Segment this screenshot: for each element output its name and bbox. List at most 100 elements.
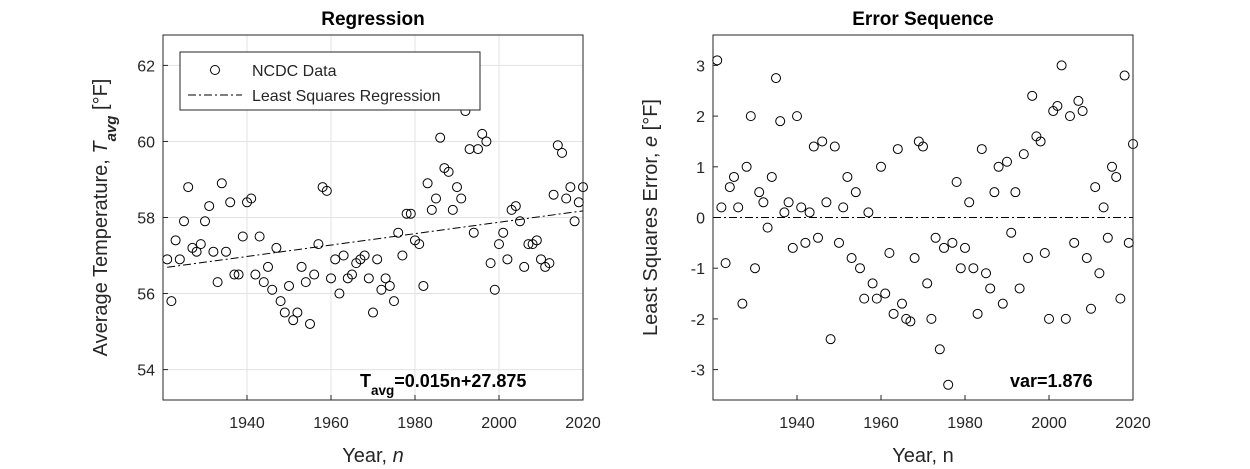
data-point <box>519 261 530 272</box>
data-point <box>1086 303 1096 314</box>
data-point <box>737 298 748 309</box>
data-point <box>284 280 294 291</box>
y-tick-label: 60 <box>137 134 155 151</box>
data-point <box>863 207 874 218</box>
data-point <box>477 128 488 139</box>
data-point <box>922 278 933 289</box>
data-point <box>376 284 387 295</box>
data-point <box>1060 313 1071 324</box>
data-point <box>981 268 991 279</box>
data-point <box>1010 187 1021 198</box>
data-point <box>804 207 815 218</box>
data-point <box>569 216 580 227</box>
y-tick-label: 3 <box>696 58 705 75</box>
data-point <box>292 307 303 318</box>
data-point <box>997 298 1008 309</box>
data-point <box>258 277 269 288</box>
data-point <box>200 216 210 227</box>
y-tick-label: 56 <box>137 287 155 304</box>
data-point <box>934 344 945 355</box>
data-point <box>1065 111 1075 122</box>
regression-line <box>167 210 584 268</box>
data-point <box>250 269 261 280</box>
data-point <box>279 307 290 318</box>
data-point <box>204 201 215 212</box>
data-point <box>1094 268 1105 279</box>
data-point <box>536 254 546 265</box>
data-point <box>720 258 731 269</box>
data-point <box>1014 283 1025 294</box>
data-point <box>1115 293 1126 304</box>
data-point <box>838 202 849 213</box>
data-point <box>1052 100 1063 111</box>
data-point <box>750 263 760 274</box>
data-point <box>191 246 202 257</box>
data-point <box>846 253 857 264</box>
data-point <box>972 308 983 319</box>
data-point <box>237 231 248 242</box>
data-point <box>834 237 844 248</box>
data-point <box>384 280 395 291</box>
data-point <box>888 308 899 319</box>
data-point <box>892 144 903 155</box>
data-point <box>565 182 576 193</box>
data-point <box>976 144 987 155</box>
data-point <box>300 277 311 288</box>
data-point <box>817 136 828 147</box>
data-point <box>557 147 567 158</box>
data-point <box>452 182 462 193</box>
x-axis-label: Year, n <box>342 445 404 467</box>
data-point <box>1069 237 1080 248</box>
axes: 1940 1960 1980 2000 2020 54 56 58 60 62 Regression… <box>90 9 601 467</box>
data-point <box>494 239 504 250</box>
data-point <box>724 182 735 193</box>
data-point <box>431 193 441 204</box>
data-point <box>880 288 891 299</box>
axes: 1940 1960 1980 2000 2020 -3 -2 -1 0 1 2 3 Error Sequ… <box>640 9 1151 467</box>
x-tick-label: 1940 <box>779 415 815 432</box>
data-point <box>464 144 475 155</box>
x-tick-label: 1960 <box>863 415 899 432</box>
data-point <box>876 161 886 172</box>
legend-label: NCDC Data <box>252 63 337 80</box>
y-tick-label: 58 <box>137 211 155 228</box>
data-point <box>195 239 206 250</box>
data-point <box>393 227 404 238</box>
text-part: e <box>640 136 662 147</box>
data-point <box>1098 202 1109 213</box>
data-point <box>305 318 315 329</box>
data-point <box>531 235 542 246</box>
data-point <box>758 197 769 208</box>
data-point <box>775 116 786 127</box>
text-part: [°F] <box>640 99 662 136</box>
data-point <box>1119 70 1130 81</box>
text-part: Least Squares Error, <box>640 147 662 336</box>
x-tick-label: 2020 <box>1115 415 1151 432</box>
text-part: [°F] <box>90 79 112 116</box>
y-tick-label: 2 <box>696 109 705 126</box>
data-point <box>1027 90 1038 101</box>
data-point <box>943 379 954 390</box>
data-point <box>456 193 467 204</box>
data-point <box>330 254 341 265</box>
data-point <box>372 254 383 265</box>
data-point <box>498 227 509 238</box>
data-point <box>855 263 865 274</box>
data-point <box>296 261 307 272</box>
data-point <box>1006 227 1017 238</box>
data-point <box>968 263 979 274</box>
data-point <box>267 284 278 295</box>
data-point <box>930 232 941 243</box>
data-point <box>435 132 446 143</box>
data-point <box>1035 136 1046 147</box>
data-point <box>1018 149 1029 160</box>
data-point <box>246 193 257 204</box>
text-part: n <box>393 445 404 467</box>
data-point <box>1090 182 1101 193</box>
data-point <box>179 216 189 227</box>
data-point <box>821 197 832 208</box>
data-point <box>544 258 555 269</box>
data-point <box>733 202 744 213</box>
data-point <box>229 269 240 280</box>
data-point <box>313 239 324 250</box>
